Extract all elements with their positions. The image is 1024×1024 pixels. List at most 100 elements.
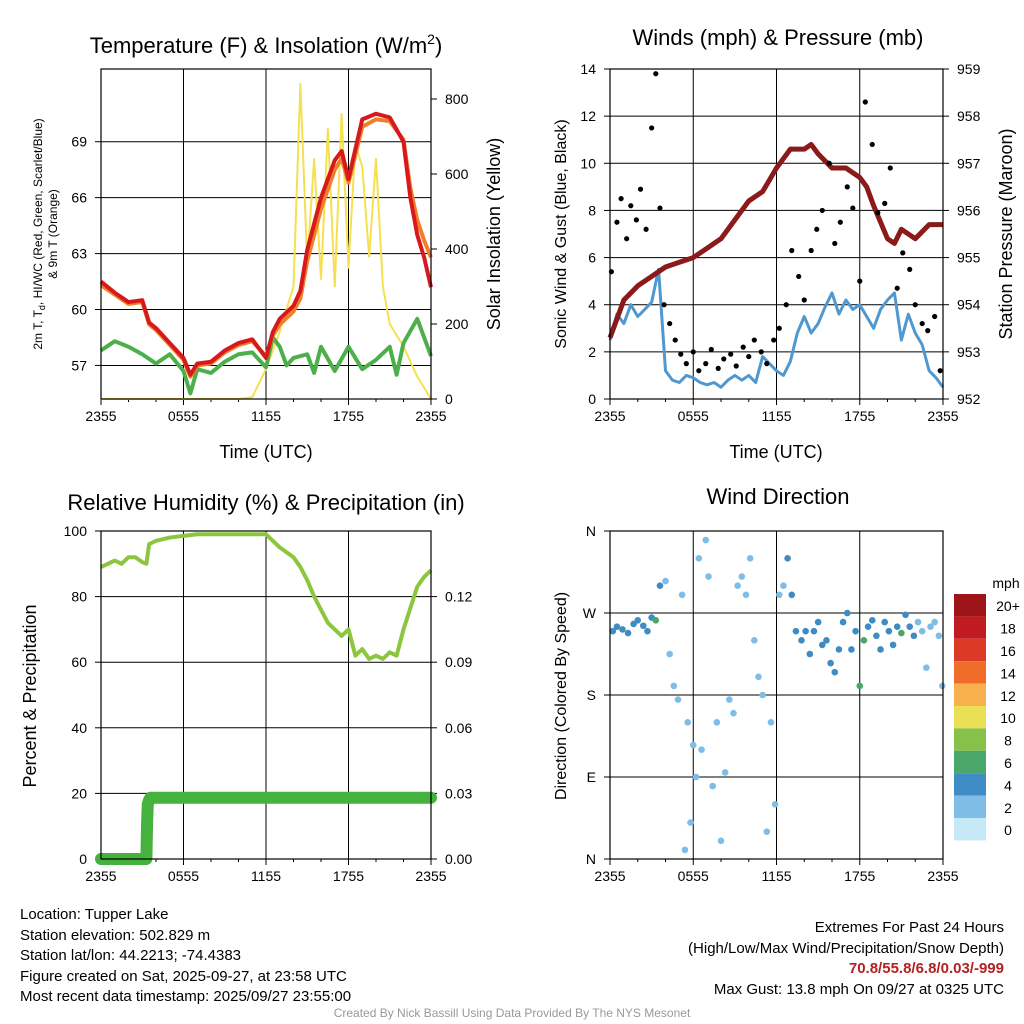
winds-gust-point xyxy=(875,210,881,216)
direction-point xyxy=(709,782,716,790)
direction-point xyxy=(613,623,621,630)
colorbar-label: 20+ xyxy=(996,598,1020,614)
winds-x-axis-label: Time (UTC) xyxy=(729,442,822,462)
humidity-x-tick-label: 2355 xyxy=(415,868,446,884)
winds-gust-point xyxy=(683,361,689,367)
colorbar-swatch xyxy=(954,594,986,617)
winds-gust-point xyxy=(690,349,696,355)
direction-point xyxy=(931,618,938,626)
winds-gust-point xyxy=(661,302,667,308)
winds-gust-point xyxy=(832,240,838,247)
winds-series-sonic-wind xyxy=(608,267,945,389)
direction-point xyxy=(619,626,626,633)
humidity-y-tick-label: 20 xyxy=(71,785,87,801)
direction-point xyxy=(692,773,700,781)
direction-point xyxy=(848,646,855,653)
extremes-values: 70.8/55.8/6.8/0.03/-999 xyxy=(848,960,1004,977)
winds-y-tick-label: 6 xyxy=(588,250,596,266)
temperature-series-2m-t xyxy=(99,111,433,377)
temperature-y-tick-label: 63 xyxy=(71,246,87,262)
temperature-x-tick-label: 2355 xyxy=(415,408,446,424)
direction-point xyxy=(738,573,746,580)
winds-y-tick-label: 2 xyxy=(588,344,596,360)
winds-gust-point xyxy=(882,200,888,206)
winds-gust-point xyxy=(764,361,770,367)
humidity-y-tick-label: 100 xyxy=(64,523,88,539)
winds-y2-tick-label: 956 xyxy=(957,202,981,218)
direction-y-tick-label: S xyxy=(587,687,596,703)
direction-point xyxy=(730,709,737,717)
humidity-title: Relative Humidity (%) & Precipitation (i… xyxy=(67,490,464,515)
winds-y-tick-label: 0 xyxy=(588,391,596,407)
temperature-y-axis-label: 2m T, Td, HI/WC (Red, Green, Scarlet/Blu… xyxy=(31,118,47,349)
colorbar-swatch xyxy=(954,638,986,662)
winds-gust-point xyxy=(643,226,649,232)
direction-point xyxy=(788,591,796,599)
winds-gust-point xyxy=(618,196,624,202)
direction-point xyxy=(827,659,834,667)
direction-point xyxy=(681,846,689,854)
winds-y-tick-label: 4 xyxy=(588,297,596,313)
winds-y2-tick-label: 959 xyxy=(957,61,981,77)
colorbar-swatch xyxy=(954,616,986,639)
direction-point xyxy=(864,623,872,630)
winds-y-tick-label: 8 xyxy=(588,202,596,218)
direction-y-tick-label: N xyxy=(586,851,596,867)
direction-point xyxy=(721,769,729,776)
winds-y2-tick-label: 952 xyxy=(957,391,981,407)
winds-gust-point xyxy=(678,351,684,357)
temperature-y-tick-label: 60 xyxy=(71,302,87,318)
winds-gust-point xyxy=(751,337,757,343)
direction-point xyxy=(687,819,694,826)
direction-title: Wind Direction xyxy=(706,484,849,509)
direction-point xyxy=(860,637,868,644)
direction-point xyxy=(831,668,839,676)
temperature-y2-tick-label: 0 xyxy=(445,391,453,407)
colorbar-label: 10 xyxy=(1000,710,1016,726)
colorbar-swatch xyxy=(954,773,986,796)
winds-gust-point xyxy=(937,368,943,374)
direction-point xyxy=(856,682,864,690)
temperature-series-solar xyxy=(101,83,432,400)
colorbar-swatch xyxy=(954,728,986,751)
winds-gust-point xyxy=(696,368,702,374)
winds-gust-point xyxy=(925,328,931,334)
winds-gust-point xyxy=(649,125,655,131)
direction-point xyxy=(771,801,779,808)
winds-gust-point xyxy=(758,349,764,355)
direction-x-tick-label: 2355 xyxy=(927,868,958,884)
winds-gust-point xyxy=(624,236,630,242)
direction-point xyxy=(843,609,851,617)
direction-point xyxy=(751,637,758,644)
winds-series-pressure xyxy=(607,141,943,339)
winds-y2-axis-label: Station Pressure (Maroon) xyxy=(996,128,1016,339)
humidity-y2-tick-label: 0.03 xyxy=(445,785,472,801)
winds-gust-point xyxy=(912,302,918,308)
direction-point xyxy=(742,591,750,599)
temperature-frame xyxy=(100,68,432,400)
winds-x-tick-label: 1155 xyxy=(761,408,791,424)
temperature-x-tick-label: 2355 xyxy=(85,408,116,424)
direction-point xyxy=(652,616,660,624)
humidity-x-tick-label: 1155 xyxy=(251,868,281,884)
direction-point xyxy=(802,627,809,635)
humidity-y-tick-label: 0 xyxy=(79,851,87,867)
temperature-y-axis-label-line2: & 9m T (Orange) xyxy=(46,189,60,279)
winds-gust-point xyxy=(733,363,739,369)
winds-gust-point xyxy=(887,165,893,171)
direction-x-tick-label: 1155 xyxy=(761,868,791,884)
humidity-y2-tick-label: 0.00 xyxy=(445,851,472,867)
extremes-info: Extremes For Past 24 Hours (High/Low/Max… xyxy=(688,918,1004,1000)
direction-point xyxy=(674,696,682,703)
winds-gust-point xyxy=(796,273,802,280)
direction-point xyxy=(881,618,889,626)
direction-y-tick-label: E xyxy=(587,769,596,785)
direction-point xyxy=(784,555,791,562)
winds-x-tick-label: 1755 xyxy=(844,408,875,424)
temperature-y-tick-label: 57 xyxy=(71,357,87,373)
winds-gust-point xyxy=(715,365,721,371)
colorbar-label: 14 xyxy=(1000,665,1016,681)
winds-title: Winds (mph) & Pressure (mb) xyxy=(633,25,924,50)
direction-y-tick-label: W xyxy=(583,605,597,621)
